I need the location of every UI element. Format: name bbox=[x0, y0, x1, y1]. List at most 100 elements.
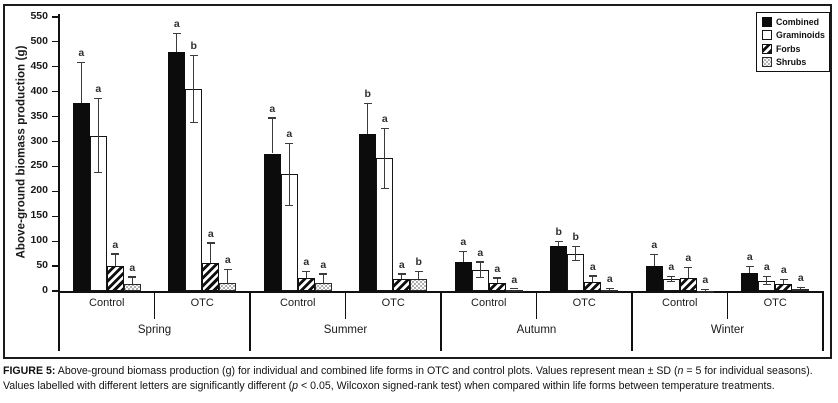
season-divider bbox=[631, 291, 633, 351]
significance-letter: a bbox=[381, 113, 388, 126]
error-bar-line bbox=[193, 55, 195, 89]
significance-letter: a bbox=[286, 128, 293, 141]
legend-entry: Shrubs bbox=[762, 56, 827, 68]
legend-label: Forbs bbox=[776, 43, 801, 54]
bar-combined bbox=[168, 51, 186, 291]
error-bar-cap bbox=[302, 270, 311, 273]
error-bar-cap bbox=[77, 62, 86, 64]
error-bar-line bbox=[766, 280, 768, 285]
y-tick-label: 200 bbox=[30, 184, 48, 197]
error-bar-cap bbox=[667, 281, 676, 283]
y-tick-label: 300 bbox=[30, 134, 48, 147]
error-bar-line bbox=[687, 268, 689, 279]
significance-letter: b bbox=[555, 226, 562, 239]
significance-letter: b bbox=[364, 88, 371, 101]
bar-forbs bbox=[297, 277, 315, 291]
treatment-divider bbox=[345, 292, 346, 319]
error-bar-line bbox=[462, 252, 464, 263]
significance-letter: a bbox=[460, 236, 467, 249]
error-bar-cap bbox=[554, 240, 563, 243]
error-bar-line bbox=[97, 99, 99, 136]
plot-area: Above-ground biomass production (g) 0 50 1… bbox=[15, 10, 824, 351]
significance-letter: a bbox=[511, 273, 518, 286]
bar-forbs bbox=[393, 278, 411, 291]
error-bar-line bbox=[575, 253, 577, 261]
caption-text: Values labelled with different letters a… bbox=[3, 380, 293, 392]
significance-letter: a bbox=[112, 238, 119, 251]
error-bar-line bbox=[783, 280, 785, 285]
y-tick-label: 50 bbox=[36, 259, 48, 272]
error-bar-cap bbox=[588, 275, 597, 277]
significance-letter: a bbox=[398, 258, 405, 271]
y-axis-title: Above-ground biomass production (g) bbox=[15, 45, 28, 259]
error-bar-cap bbox=[111, 253, 120, 255]
treatment-divider bbox=[536, 292, 537, 319]
bar-shrubs bbox=[792, 289, 810, 291]
caption-p-symbol: p bbox=[292, 380, 299, 392]
error-bar-line bbox=[609, 289, 611, 290]
y-axis-tick bbox=[52, 290, 59, 292]
significance-letter: b bbox=[190, 39, 197, 52]
caption-text: < 0.05, Wilcoxon signed-rank test) when … bbox=[298, 380, 775, 392]
error-bar-cap bbox=[493, 277, 502, 279]
significance-letter: a bbox=[173, 18, 180, 31]
error-bar-cap bbox=[762, 284, 771, 286]
error-bar-line bbox=[384, 129, 386, 159]
significance-letter: a bbox=[763, 261, 770, 274]
error-bar-cap bbox=[510, 288, 519, 290]
error-bar-cap bbox=[701, 288, 710, 290]
error-bar-cap bbox=[779, 278, 788, 281]
season-divider bbox=[249, 291, 251, 351]
treatment-label: OTC bbox=[763, 297, 787, 309]
treatment-label: Control bbox=[662, 297, 698, 309]
significance-letter: a bbox=[797, 272, 804, 284]
significance-letter: a bbox=[589, 260, 596, 273]
significance-letter: a bbox=[95, 83, 102, 96]
y-axis-tick bbox=[52, 16, 59, 18]
error-bar-line bbox=[592, 276, 594, 283]
error-bar-cap bbox=[397, 273, 406, 275]
significance-letter: a bbox=[78, 47, 85, 60]
y-tick-label: 500 bbox=[30, 34, 48, 47]
legend: Combined Graminoids Forbs Shrubs bbox=[756, 12, 830, 72]
treatment-divider bbox=[154, 292, 155, 319]
significance-letter: a bbox=[224, 254, 231, 267]
error-bar-cap bbox=[684, 266, 693, 269]
error-bar-line bbox=[479, 262, 481, 270]
bar-shrubs bbox=[410, 279, 428, 291]
y-axis-tick bbox=[52, 215, 59, 217]
y-axis-tick bbox=[52, 265, 59, 267]
treatment-label: Control bbox=[89, 297, 125, 309]
significance-letter: a bbox=[320, 258, 327, 271]
bar-forbs bbox=[202, 262, 220, 291]
significance-letter: a bbox=[685, 252, 692, 265]
bar-combined bbox=[645, 266, 663, 291]
error-bar-cap bbox=[459, 250, 468, 253]
season-label: Winter bbox=[710, 324, 745, 336]
treatment-label: OTC bbox=[381, 297, 405, 309]
y-axis-tick bbox=[52, 91, 59, 93]
significance-letter: a bbox=[702, 274, 709, 286]
error-bar-cap bbox=[206, 242, 215, 244]
legend-entry: Forbs bbox=[762, 43, 827, 55]
season-label: Spring bbox=[137, 324, 172, 336]
significance-letter: a bbox=[477, 246, 484, 259]
error-bar-line bbox=[210, 243, 212, 263]
bar-combined bbox=[359, 134, 377, 291]
season-label: Summer bbox=[323, 324, 368, 336]
bar-shrubs bbox=[601, 290, 619, 292]
significance-letter: a bbox=[746, 251, 753, 264]
error-bar-cap bbox=[476, 276, 485, 278]
significance-letter: b bbox=[415, 256, 422, 269]
season-label: Autumn bbox=[516, 324, 557, 336]
y-axis-tick bbox=[52, 240, 59, 242]
bar-forbs bbox=[488, 283, 506, 291]
bar-combined bbox=[741, 273, 759, 291]
error-bar-cap bbox=[319, 273, 328, 275]
significance-letter: a bbox=[269, 102, 276, 115]
y-axis-tick bbox=[52, 140, 59, 143]
error-bar-cap bbox=[571, 245, 580, 248]
treatment-label: OTC bbox=[190, 297, 214, 309]
error-bar-line bbox=[558, 242, 560, 247]
error-bar-line bbox=[800, 288, 802, 289]
